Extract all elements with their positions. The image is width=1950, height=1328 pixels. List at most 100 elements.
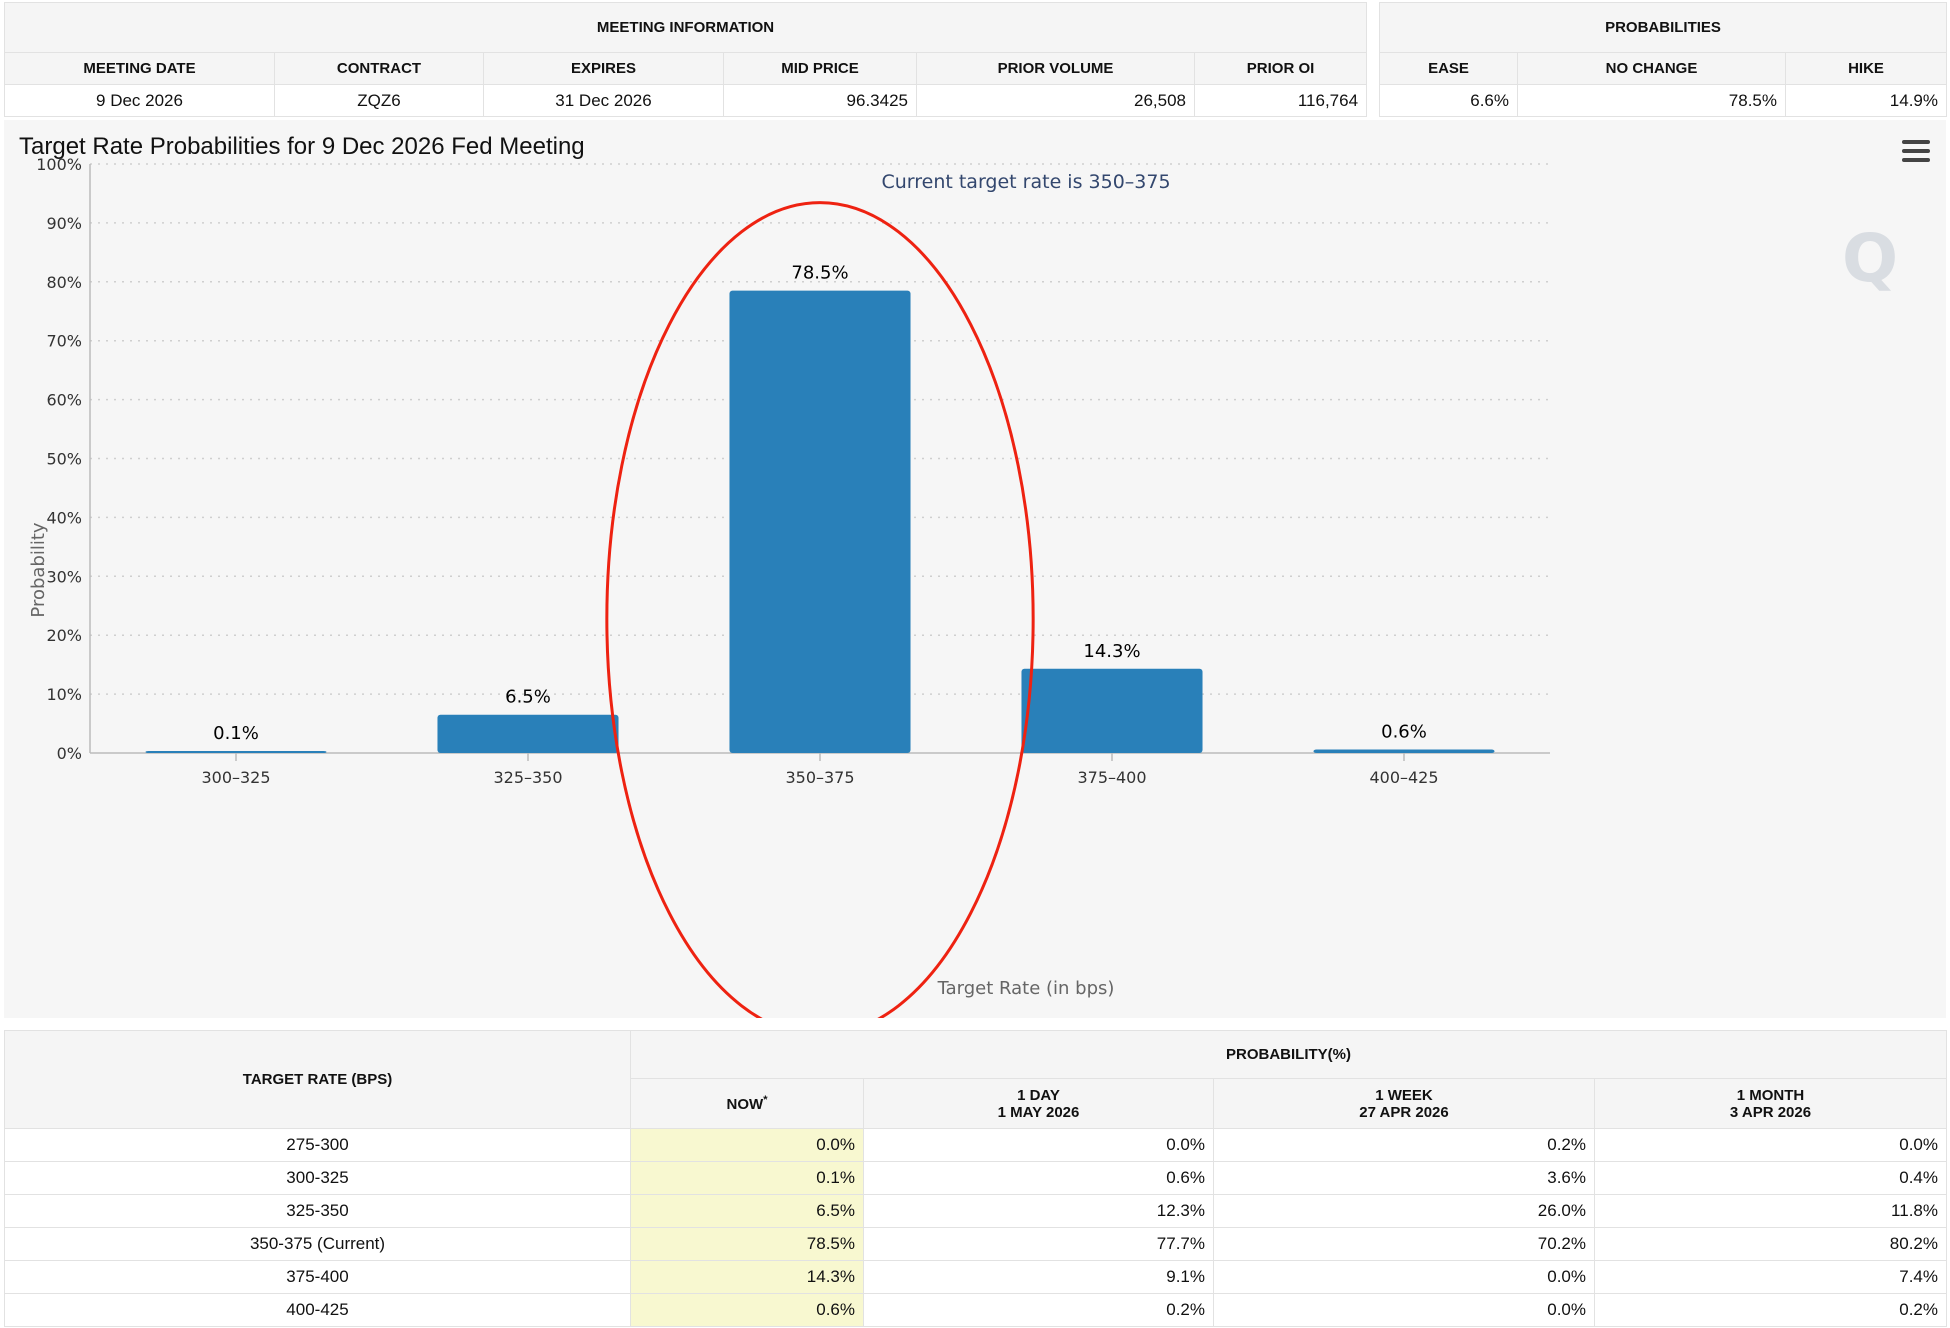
y-tick-label: 80% (46, 273, 82, 292)
bar-data-label: 6.5% (505, 687, 551, 708)
q-watermark-icon: Q (1842, 220, 1899, 297)
probability-cell: 7.4% (1594, 1260, 1947, 1294)
x-tick-label: 300–325 (201, 768, 270, 787)
x-tick-label: 325–350 (493, 768, 562, 787)
prior-oi-header: PRIOR OI (1193, 52, 1368, 85)
prior-oi-value: 116,764 (1193, 84, 1368, 117)
y-tick-label: 70% (46, 332, 82, 351)
hike-header: HIKE (1785, 52, 1947, 85)
probability-history-table: TARGET RATE (BPS) PROBABILITY(%) NOW* 1 … (4, 1030, 1947, 1327)
contract-value: ZQZ6 (274, 84, 484, 117)
bar-data-label: 0.6% (1381, 721, 1427, 742)
probability-cell: 14.3% (630, 1260, 864, 1294)
col-header-1-month: 1 MONTH 3 APR 2026 (1594, 1078, 1947, 1129)
y-tick-label: 50% (46, 450, 82, 469)
probability-cell: 0.6% (630, 1293, 864, 1327)
chart-title: Target Rate Probabilities for 9 Dec 2026… (19, 133, 585, 160)
bar (1313, 749, 1495, 753)
prior-volume-value: 26,508 (916, 84, 1195, 117)
bar (145, 751, 327, 753)
probability-cell: 0.4% (1594, 1161, 1947, 1195)
probability-cell: 6.5% (630, 1194, 864, 1228)
probability-cell: 12.3% (863, 1194, 1214, 1228)
col-header-1-day: 1 DAY 1 MAY 2026 (863, 1078, 1214, 1129)
probability-cell: 0.1% (630, 1161, 864, 1195)
probability-cell: 26.0% (1213, 1194, 1595, 1228)
expires-value: 31 Dec 2026 (483, 84, 724, 117)
meeting-date-header: MEETING DATE (4, 52, 275, 85)
table-row: 350-375 (Current) 78.5% 77.7% 70.2% 80.2% (4, 1227, 1947, 1261)
probability-cell: 70.2% (1213, 1227, 1595, 1261)
prior-volume-header: PRIOR VOLUME (916, 52, 1195, 85)
probability-cell: 77.7% (863, 1227, 1214, 1261)
bar-data-label: 78.5% (791, 263, 848, 284)
contract-header: CONTRACT (274, 52, 484, 85)
bar (437, 714, 619, 753)
expires-header: EXPIRES (483, 52, 724, 85)
table-row: 375-400 14.3% 9.1% 0.0% 7.4% (4, 1260, 1947, 1294)
bar-chart: Current target rate is 350–375 0% 10% 20% 3… (28, 155, 1550, 1018)
probability-cell: 0.2% (1594, 1293, 1947, 1327)
y-axis-title: Probability (28, 522, 49, 617)
y-tick-label: 40% (46, 508, 82, 527)
x-axis-title: Target Rate (in bps) (937, 978, 1115, 999)
probabilities-table: PROBABILITIES EASE NO CHANGE HIKE 6.6% 7… (1379, 2, 1947, 117)
bar (1021, 668, 1203, 753)
probability-cell: 0.6% (863, 1161, 1214, 1195)
y-tick-label: 60% (46, 391, 82, 410)
rate-cell: 300-325 (4, 1161, 631, 1195)
rate-cell: 400-425 (4, 1293, 631, 1327)
target-rate-header: TARGET RATE (BPS) (4, 1030, 631, 1129)
probability-cell: 0.2% (863, 1293, 1214, 1327)
rate-cell: 375-400 (4, 1260, 631, 1294)
bar-data-label: 14.3% (1083, 641, 1140, 662)
no-change-value: 78.5% (1517, 84, 1786, 117)
y-tick-label: 90% (46, 214, 82, 233)
probability-cell: 0.0% (630, 1128, 864, 1162)
ease-value: 6.6% (1379, 84, 1518, 117)
meeting-info-title: MEETING INFORMATION (3, 2, 1368, 53)
bar (729, 290, 911, 753)
mid-price-header: MID PRICE (723, 52, 917, 85)
y-tick-label: 10% (46, 685, 82, 704)
probability-cell: 0.0% (1594, 1128, 1947, 1162)
probability-cell: 78.5% (630, 1227, 864, 1261)
probability-cell: 9.1% (863, 1260, 1214, 1294)
mid-price-value: 96.3425 (723, 84, 917, 117)
table-row: 300-325 0.1% 0.6% 3.6% 0.4% (4, 1161, 1947, 1195)
hamburger-menu-icon[interactable] (1902, 140, 1930, 164)
chart-subtitle: Current target rate is 350–375 (881, 171, 1170, 193)
meeting-info-table: MEETING INFORMATION MEETING DATE CONTRAC… (3, 2, 1368, 117)
y-tick-label: 100% (36, 155, 82, 174)
probability-cell: 0.0% (1213, 1260, 1595, 1294)
no-change-header: NO CHANGE (1517, 52, 1786, 85)
table-row: 325-350 6.5% 12.3% 26.0% 11.8% (4, 1194, 1947, 1228)
highlight-ellipse (605, 201, 1035, 1018)
table-row: 275-300 0.0% 0.0% 0.2% 0.0% (4, 1128, 1947, 1162)
col-header-1-week: 1 WEEK 27 APR 2026 (1213, 1078, 1595, 1129)
col-header-now: NOW* (630, 1078, 864, 1129)
probability-cell: 80.2% (1594, 1227, 1947, 1261)
ease-header: EASE (1379, 52, 1518, 85)
meeting-date-value: 9 Dec 2026 (4, 84, 275, 117)
hike-value: 14.9% (1785, 84, 1947, 117)
probability-cell: 11.8% (1594, 1194, 1947, 1228)
probability-cell: 0.2% (1213, 1128, 1595, 1162)
x-tick-label: 350–375 (785, 768, 854, 787)
probabilities-title: PROBABILITIES (1379, 2, 1947, 53)
bar-data-label: 0.1% (213, 723, 259, 744)
probability-cell: 0.0% (863, 1128, 1214, 1162)
rate-cell: 325-350 (4, 1194, 631, 1228)
rate-cell: 275-300 (4, 1128, 631, 1162)
probability-group-header: PROBABILITY(%) (630, 1030, 1947, 1079)
chart-panel: Target Rate Probabilities for 9 Dec 2026… (4, 120, 1946, 1018)
rate-cell: 350-375 (Current) (4, 1227, 631, 1261)
table-row: 400-425 0.6% 0.2% 0.0% 0.2% (4, 1293, 1947, 1327)
y-tick-label: 0% (57, 744, 82, 763)
y-tick-label: 20% (46, 626, 82, 645)
probability-cell: 3.6% (1213, 1161, 1595, 1195)
y-tick-label: 30% (46, 567, 82, 586)
x-tick-label: 400–425 (1369, 768, 1438, 787)
probability-cell: 0.0% (1213, 1293, 1595, 1327)
x-tick-label: 375–400 (1077, 768, 1146, 787)
